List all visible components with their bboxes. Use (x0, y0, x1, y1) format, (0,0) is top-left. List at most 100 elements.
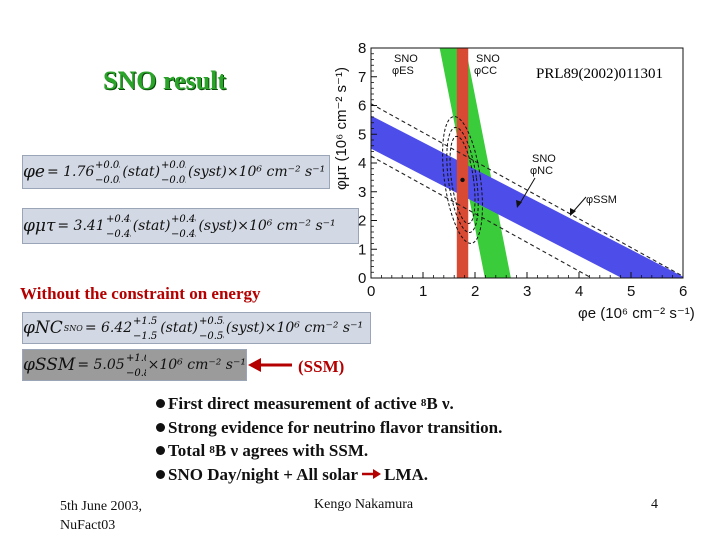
footer-author: Kengo Nakamura (314, 497, 414, 512)
bullet-item: SNO Day/night + All solar LMA. (156, 463, 502, 487)
bullet-dot-icon (156, 469, 165, 479)
eq-value: = 5.05 (77, 357, 125, 373)
bullet-sup: 8 (420, 397, 427, 409)
bullet-text: Total (168, 441, 210, 460)
bullet-text-post: LMA. (384, 464, 429, 484)
eq-symbol: φμτ (23, 216, 56, 236)
y-tick-label: 8 (358, 40, 366, 57)
eq-stat-up: +0.05 (95, 160, 120, 171)
y-tick-label: 6 (358, 98, 366, 115)
eq-stat: (stat) (122, 164, 161, 180)
eq-symbol: φe (23, 162, 45, 182)
eq-stat-up: +1.57 (133, 316, 158, 327)
eq-stat-dn: −0.45 (106, 229, 131, 240)
eq-errors-stat: +1.57 −1.57 (133, 316, 158, 342)
contour-ellipse (442, 116, 483, 244)
eq-stat-dn: −1.57 (133, 331, 158, 342)
reference-citation: PRL89(2002)011301 (536, 66, 663, 82)
eq-symbol: φNC (23, 318, 63, 338)
bullet-text: SNO Day/night + All solar (168, 464, 359, 484)
bullet-text: Strong evidence for neutrino flavor tran… (168, 417, 503, 437)
x-tick-label: 6 (679, 283, 687, 300)
x-tick-label: 2 (471, 283, 479, 300)
y-tick-label: 7 (358, 69, 366, 86)
eq-syst-dn: −0.45 (171, 229, 196, 240)
x-tick-label: 1 (419, 283, 427, 300)
pointer-nc-line (518, 177, 536, 206)
eq-stat-dn: −0.05 (95, 175, 120, 186)
eq-errors-syst: +0.48 −0.45 (171, 214, 196, 240)
label-sno-es-sup: SNO (394, 53, 418, 65)
bullet-text-post: B ν. (426, 394, 454, 413)
footer-date: 5th June 2003, NuFact03 (60, 497, 142, 535)
eq-up: +1.01 (126, 353, 146, 364)
bullet-text: First direct measurement of active (168, 394, 421, 413)
eq-errors-syst: +0.55 −0.58 (199, 316, 224, 342)
eq-tail: (syst)×10⁶ cm⁻² s⁻¹ (188, 164, 326, 180)
ssm-label: (SSM) (298, 357, 345, 376)
equation-phi-mu-tau: φμτ = 3.41 +0.45 −0.45 (stat) +0.48 −0.4… (22, 208, 359, 244)
label-ssm-main: φSSM (586, 194, 617, 206)
label-sno-nc-main: φNC (530, 165, 553, 177)
label-ssm: φSSM (586, 194, 617, 206)
eq-syst-dn: −0.09 (161, 175, 186, 186)
x-tick-label: 3 (523, 283, 531, 300)
eq-errors-syst: +0.09 −0.09 (161, 160, 186, 186)
eq-errors-stat: +0.05 −0.05 (95, 160, 120, 186)
equation-phi-nc: φNC SNO = 6.42 +1.57 −1.57 (stat) +0.55 … (22, 312, 371, 344)
bullet-item: Strong evidence for neutrino flavor tran… (156, 416, 502, 440)
bullet-dot-icon (156, 399, 165, 409)
eq-syst-up: +0.55 (199, 316, 224, 327)
eq-stat: (stat) (160, 320, 198, 336)
eq-syst-up: +0.48 (171, 214, 196, 225)
y-axis-label: φμτ (10⁶ cm⁻² s⁻¹) (333, 67, 350, 190)
eq-tail: (syst)×10⁶ cm⁻² s⁻¹ (225, 320, 364, 336)
best-fit-point (460, 177, 465, 183)
x-tick-label: 5 (627, 283, 635, 300)
footer-date-line: 5th June 2003, (60, 499, 143, 514)
eq-symbol: φSSM (23, 355, 76, 375)
constraint-note: Without the constraint on energy (20, 284, 261, 303)
bullet-dot-icon (156, 446, 165, 456)
eq-value: = 6.42 (84, 320, 133, 336)
y-tick-label: 3 (358, 184, 366, 201)
pointer-nc-head (516, 200, 522, 208)
eq-value: = 3.41 (57, 218, 105, 234)
label-sno-cc-sup: SNO (476, 53, 500, 65)
x-tick-label: 4 (575, 283, 583, 300)
label-sno-nc-sup: SNO (532, 153, 556, 165)
eq-stat-up: +0.45 (106, 214, 131, 225)
band-sno-cc (456, 48, 469, 278)
y-tick-label: 2 (358, 213, 366, 230)
x-axis-label: φe (10⁶ cm⁻² s⁻¹) (578, 305, 695, 322)
eq-errors: +1.01 −0.81 (126, 353, 146, 379)
bullet-dot-icon (156, 422, 165, 432)
contour-ellipse (449, 135, 476, 225)
eq-syst-up: +0.09 (161, 160, 186, 171)
band-sno-nc (371, 115, 683, 278)
x-tick-label: 0 (367, 283, 375, 300)
y-tick-label: 1 (358, 241, 366, 258)
label-sno-cc-main: φCC (474, 65, 497, 77)
contour-ellipse (446, 126, 479, 233)
label-sno-es-main: φES (392, 65, 414, 77)
y-tick-label: 4 (358, 155, 366, 172)
eq-dn: −0.81 (126, 368, 146, 379)
eq-syst-dn: −0.58 (199, 331, 224, 342)
eq-tail: (syst)×10⁶ cm⁻² s⁻¹ (198, 218, 336, 234)
left-arrow-icon (248, 358, 292, 372)
right-arrow-icon (362, 469, 382, 480)
eq-stat: (stat) (132, 218, 171, 234)
bands-group (371, 48, 683, 278)
eq-errors-stat: +0.45 −0.45 (106, 214, 131, 240)
y-tick-label: 5 (358, 126, 366, 143)
eq-value: = 1.76 (46, 164, 95, 180)
page-number: 4 (651, 497, 658, 512)
